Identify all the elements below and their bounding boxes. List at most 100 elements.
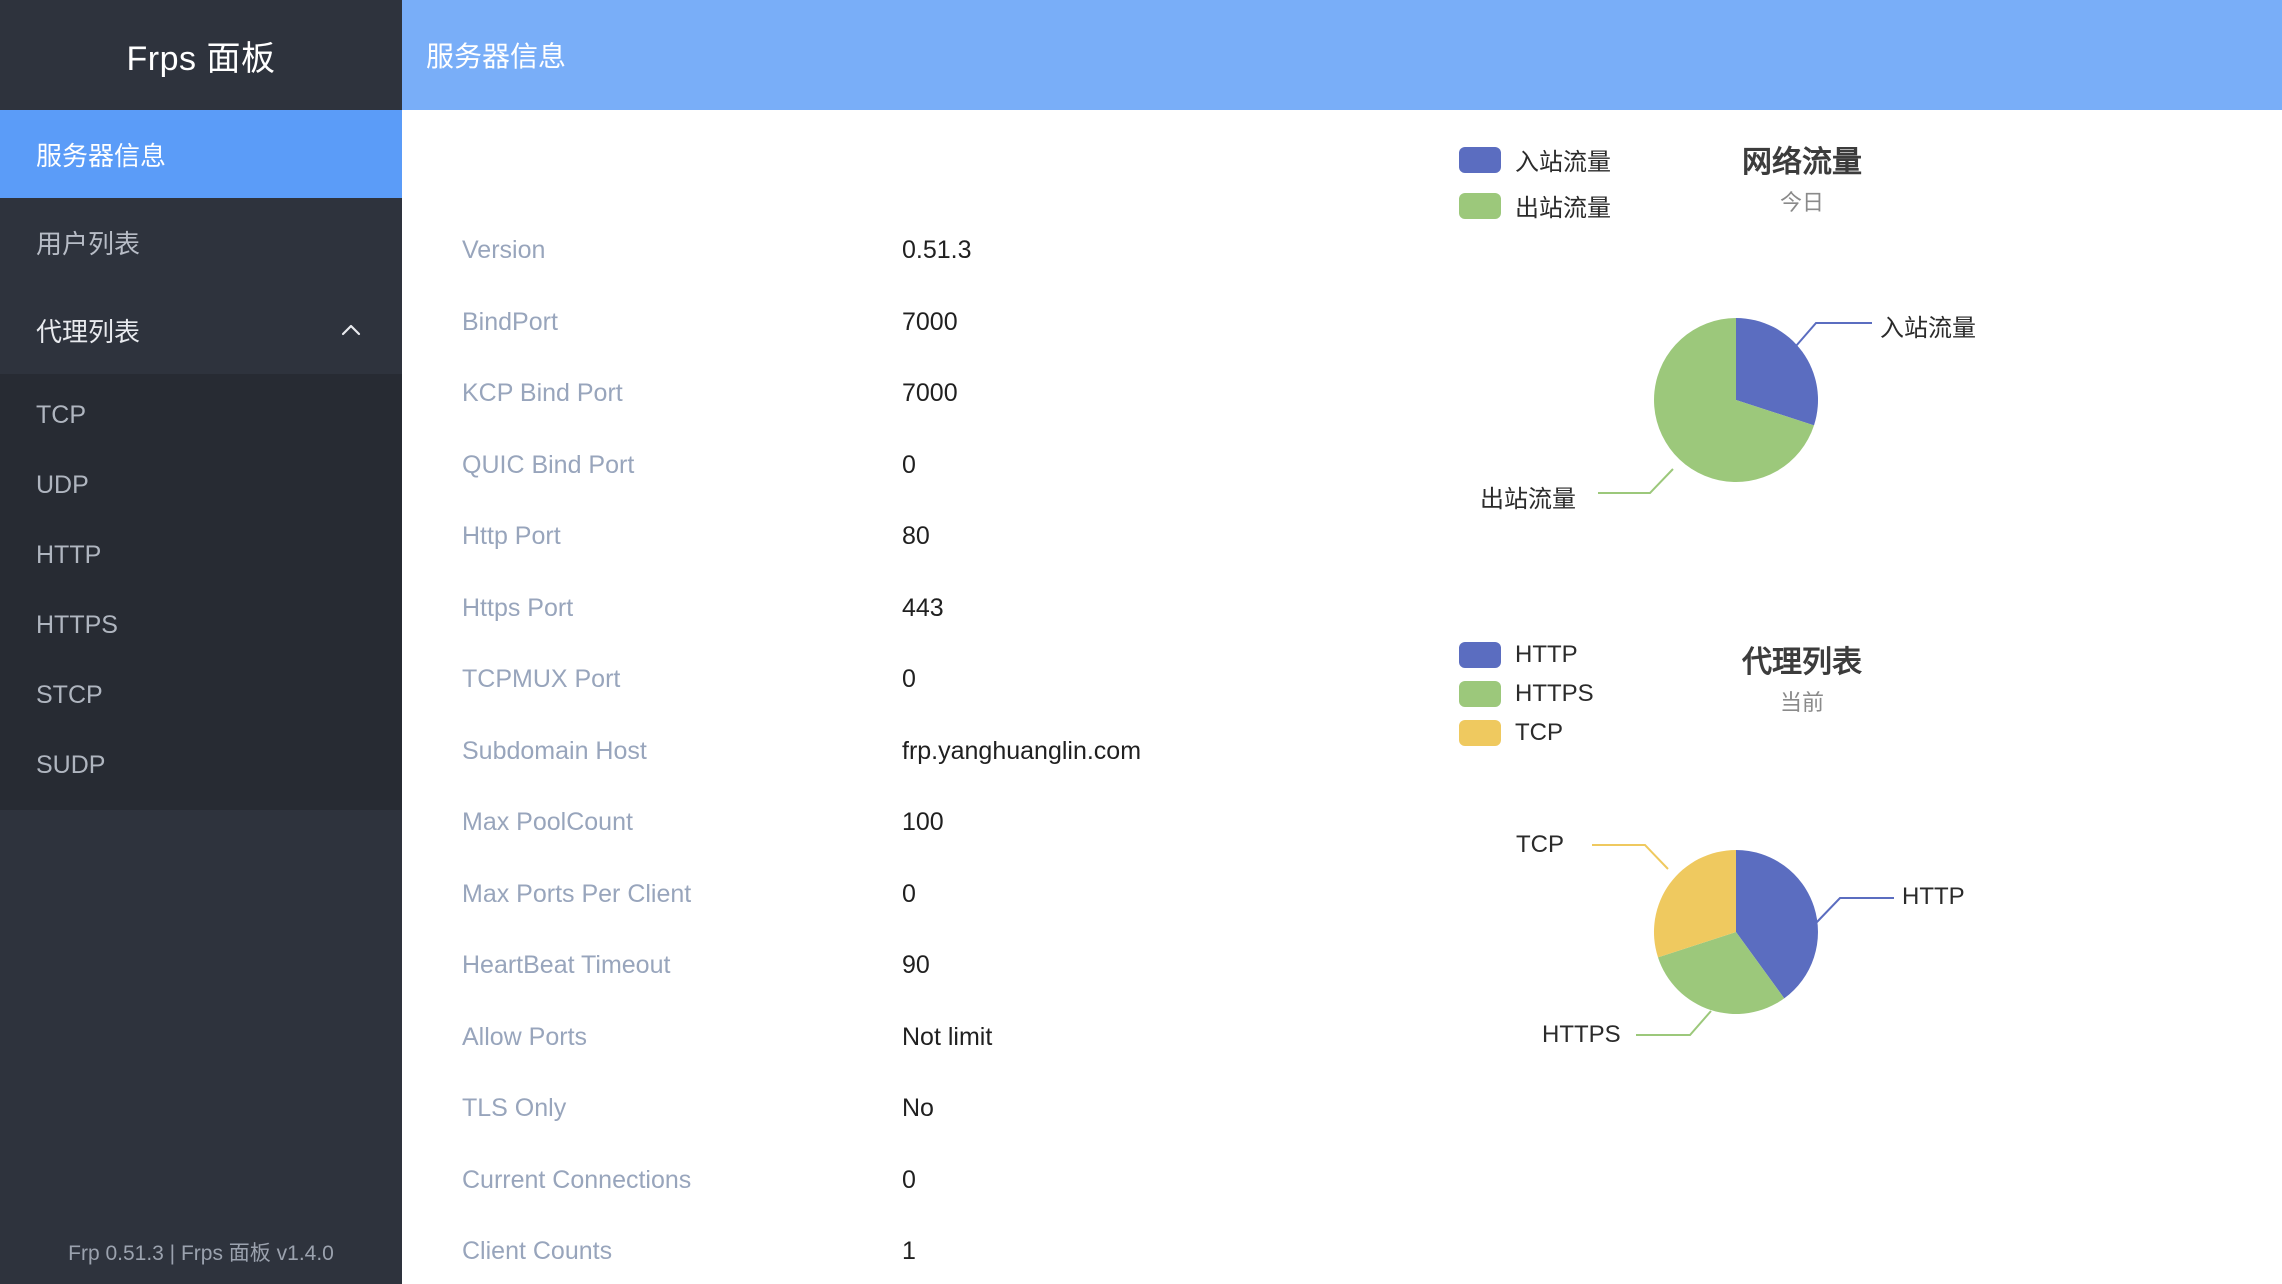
info-value: No bbox=[902, 1094, 934, 1122]
sidebar-subitem-label: SUDP bbox=[36, 750, 106, 779]
info-value: 90 bbox=[902, 951, 930, 979]
info-key: Https Port bbox=[462, 593, 574, 622]
pie-label-inbound: 入站流量 bbox=[1880, 315, 1976, 342]
legend-item[interactable]: HTTP bbox=[1459, 641, 1594, 669]
pie-chart-network-traffic: 入站流量 出站流量 bbox=[1402, 110, 2242, 530]
info-key: Subdomain Host bbox=[462, 736, 647, 765]
legend-item[interactable]: 出站流量 bbox=[1459, 188, 1611, 223]
sidebar-subitem-label: STCP bbox=[36, 680, 103, 709]
chart-subtitle: 今日 bbox=[1779, 190, 1824, 215]
info-row: Version 0.51.3 bbox=[462, 238, 1402, 310]
sidebar-item-https[interactable]: HTTPS bbox=[0, 590, 402, 660]
sidebar-item-label: 用户列表 bbox=[36, 228, 141, 259]
chart-legend: HTTP HTTPS TCP bbox=[1459, 641, 1594, 747]
sidebar-nav: 服务器信息 用户列表 代理列表 TCP UDP bbox=[0, 110, 402, 1015]
sidebar: Frps 面板 服务器信息 用户列表 代理列表 TCP bbox=[0, 0, 402, 1284]
sidebar-subitem-label: UDP bbox=[36, 470, 89, 499]
sidebar-item-proxy-list[interactable]: 代理列表 bbox=[0, 286, 402, 374]
info-value: 0.51.3 bbox=[902, 236, 972, 264]
sidebar-item-udp[interactable]: UDP bbox=[0, 450, 402, 520]
info-key: Http Port bbox=[462, 522, 561, 550]
info-row: Client Counts 1 bbox=[462, 1239, 1402, 1284]
sidebar-item-http[interactable]: HTTP bbox=[0, 520, 402, 590]
info-key: Allow Ports bbox=[462, 1022, 588, 1051]
info-row: Allow Ports Not limit bbox=[462, 1022, 1402, 1097]
info-value: 0 bbox=[902, 450, 916, 479]
info-key: Current Connections bbox=[462, 1165, 692, 1194]
sidebar-filler bbox=[0, 1015, 402, 1220]
pie-leader-http bbox=[1815, 897, 1894, 924]
legend-item[interactable]: HTTPS bbox=[1459, 680, 1594, 708]
sidebar-item-stcp[interactable]: STCP bbox=[0, 660, 402, 730]
info-row: Max PoolCount 100 bbox=[462, 810, 1402, 882]
info-row: HeartBeat Timeout 90 bbox=[462, 953, 1402, 1025]
legend-swatch-outbound bbox=[1459, 192, 1501, 219]
pie-leader-tcp bbox=[1592, 844, 1669, 870]
main-area: 服务器信息 Version 0.51.3 BindPort 7000 KCP B… bbox=[402, 0, 2282, 1284]
pie-leader-https bbox=[1636, 1010, 1712, 1036]
info-row: KCP Bind Port 7000 bbox=[462, 381, 1402, 453]
chart-title: 代理列表 bbox=[1742, 646, 1862, 679]
chevron-up-icon bbox=[336, 315, 366, 345]
pie-slice-inbound bbox=[1736, 318, 1819, 426]
chart-legend: 入站流量 出站流量 bbox=[1459, 142, 1611, 223]
info-value: 7000 bbox=[902, 379, 958, 407]
legend-item[interactable]: TCP bbox=[1459, 719, 1594, 747]
pie-leader-inbound bbox=[1795, 322, 1872, 347]
pie-slice-tcp bbox=[1653, 850, 1736, 958]
server-info-list: Version 0.51.3 BindPort 7000 KCP Bind Po… bbox=[402, 110, 1402, 1284]
legend-label: HTTPS bbox=[1515, 680, 1594, 707]
info-value: 0 bbox=[902, 665, 916, 693]
legend-swatch-inbound bbox=[1459, 146, 1501, 173]
page-content: Version 0.51.3 BindPort 7000 KCP Bind Po… bbox=[402, 110, 2282, 1284]
sidebar-item-label: 代理列表 bbox=[36, 316, 141, 347]
info-value: 1 bbox=[902, 1237, 916, 1265]
chart-proxy-list: HTTP HTTPS TCP 代理列表 当前 bbox=[1402, 610, 2242, 1130]
legend-label: TCP bbox=[1515, 719, 1563, 746]
legend-item[interactable]: 入站流量 bbox=[1459, 142, 1611, 177]
legend-label: 出站流量 bbox=[1515, 195, 1611, 222]
pie-label-http: HTTP bbox=[1902, 883, 1965, 910]
info-row: Max Ports Per Client 0 bbox=[462, 879, 1402, 954]
info-key: KCP Bind Port bbox=[462, 379, 623, 407]
info-value: 7000 bbox=[902, 307, 958, 336]
info-key: HeartBeat Timeout bbox=[462, 951, 671, 979]
info-row: Https Port 443 bbox=[462, 593, 1402, 668]
legend-swatch-tcp bbox=[1459, 720, 1501, 746]
info-value: 0 bbox=[902, 879, 916, 908]
page-header: 服务器信息 bbox=[402, 0, 2282, 110]
info-key: Max PoolCount bbox=[462, 808, 633, 836]
info-row: TLS Only No bbox=[462, 1096, 1402, 1168]
info-key: Client Counts bbox=[462, 1237, 613, 1265]
info-key: BindPort bbox=[462, 307, 558, 336]
info-key: QUIC Bind Port bbox=[462, 450, 635, 479]
pie-label-outbound: 出站流量 bbox=[1480, 486, 1576, 513]
pie-svg bbox=[1598, 318, 1872, 494]
sidebar-item-sudp[interactable]: SUDP bbox=[0, 730, 402, 800]
sidebar-item-tcp[interactable]: TCP bbox=[0, 380, 402, 450]
legend-swatch-https bbox=[1459, 681, 1501, 707]
info-value: Not limit bbox=[902, 1022, 993, 1051]
sidebar-item-user-list[interactable]: 用户列表 bbox=[0, 198, 402, 286]
info-row: Subdomain Host frp.yanghuanglin.com bbox=[462, 736, 1402, 811]
pie-slice-outbound bbox=[1654, 318, 1814, 483]
pie-label-tcp: TCP bbox=[1516, 831, 1564, 858]
info-value: 80 bbox=[902, 522, 930, 550]
info-value: frp.yanghuanglin.com bbox=[902, 736, 1142, 765]
info-row: QUIC Bind Port 0 bbox=[462, 450, 1402, 525]
chart-subtitle: 当前 bbox=[1779, 690, 1824, 715]
info-row: TCPMUX Port 0 bbox=[462, 667, 1402, 739]
info-value: 100 bbox=[902, 808, 944, 836]
info-key: Max Ports Per Client bbox=[462, 879, 692, 908]
legend-label: 入站流量 bbox=[1515, 149, 1611, 176]
sidebar-item-label: 服务器信息 bbox=[36, 140, 167, 171]
info-row: Http Port 80 bbox=[462, 524, 1402, 596]
page-title: 服务器信息 bbox=[426, 41, 567, 72]
pie-leader-outbound bbox=[1598, 468, 1674, 494]
pie-chart-proxy-list: HTTP HTTPS TCP bbox=[1402, 610, 2242, 1070]
legend-label: HTTP bbox=[1515, 641, 1578, 668]
chart-title: 网络流量 bbox=[1742, 146, 1862, 179]
sidebar-item-server-info[interactable]: 服务器信息 bbox=[0, 110, 402, 198]
sidebar-footer-version: Frp 0.51.3 | Frps 面板 v1.4.0 bbox=[0, 1220, 402, 1284]
